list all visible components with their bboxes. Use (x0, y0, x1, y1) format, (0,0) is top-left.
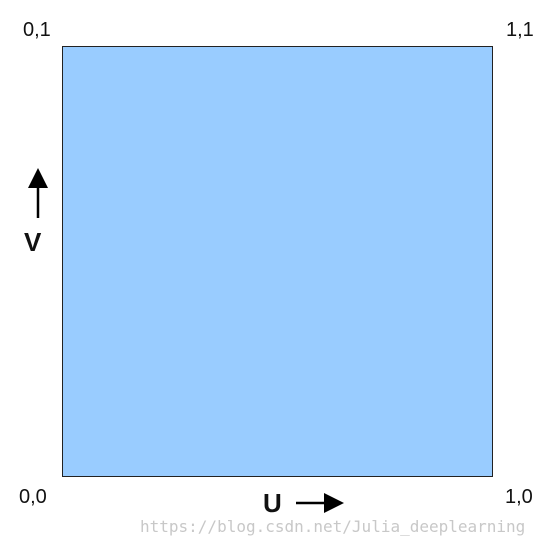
corner-label-top-right: 1,1 (506, 19, 534, 41)
corner-label-bottom-left: 0,0 (19, 486, 47, 508)
uv-square (62, 46, 493, 477)
right-arrow-icon (296, 493, 344, 513)
corner-label-bottom-right: 1,0 (505, 486, 533, 508)
v-axis-label: V (24, 227, 42, 257)
up-arrow-icon (28, 168, 48, 218)
corner-label-top-left: 0,1 (23, 19, 51, 41)
u-axis-label: U (263, 488, 282, 518)
watermark-url: https://blog.csdn.net/Julia_deeplearning (140, 517, 526, 536)
